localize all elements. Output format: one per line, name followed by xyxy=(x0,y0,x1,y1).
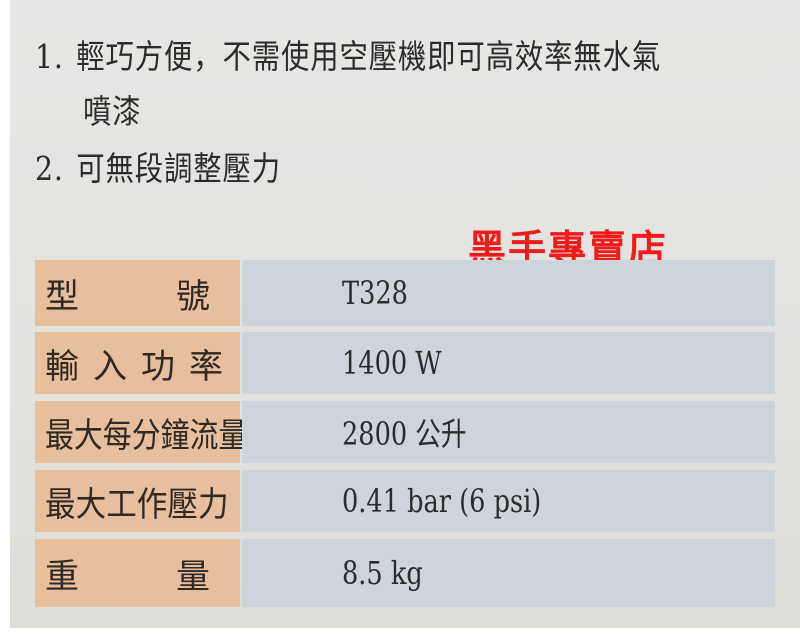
label-char: 型 xyxy=(45,276,79,317)
feature-1-continued: 噴漆 xyxy=(83,92,142,131)
label-char: 號 xyxy=(176,276,210,317)
spec-label: 最大工作壓力 xyxy=(35,470,240,532)
feature-number: 1. xyxy=(35,37,64,76)
label-char: 重 xyxy=(45,556,79,597)
value-text: 0.41 bar (6 psi) xyxy=(342,482,542,520)
spec-row-model: 型號 T328 xyxy=(35,260,775,326)
feature-1: 1. 輕巧方便，不需使用空壓機即可高效率無水氣 xyxy=(35,30,661,78)
spec-value: 1400 W xyxy=(242,332,775,394)
spec-row-flow: 最大每分鐘流量 2800 公升 xyxy=(35,401,775,463)
spec-label: 輸入功率 xyxy=(35,332,240,394)
spec-value: 8.5 kg xyxy=(242,539,775,607)
spec-value: T328 xyxy=(242,260,775,326)
spec-label: 型號 xyxy=(35,260,240,326)
spec-row-pressure: 最大工作壓力 0.41 bar (6 psi) xyxy=(35,470,775,532)
feature-number: 2. xyxy=(35,149,64,188)
spec-label: 重量 xyxy=(35,539,240,607)
spec-label: 最大每分鐘流量 xyxy=(35,401,247,463)
label-text: 最大每分鐘流量 xyxy=(45,415,248,456)
spec-row-power: 輸入功率 1400 W xyxy=(35,332,775,394)
spec-value: 0.41 bar (6 psi) xyxy=(242,470,775,532)
label-text: 最大工作壓力 xyxy=(45,484,229,525)
value-text: T328 xyxy=(342,274,408,312)
value-text: 2800 公升 xyxy=(342,415,467,453)
feature-text: 可無段調整壓力 xyxy=(76,149,281,188)
feature-2: 2. 可無段調整壓力 xyxy=(35,142,281,190)
spec-row-weight: 重量 8.5 kg xyxy=(35,539,775,607)
label-char: 量 xyxy=(176,556,210,597)
feature-text: 輕巧方便，不需使用空壓機即可高效率無水氣 xyxy=(76,37,662,76)
value-text: 8.5 kg xyxy=(342,554,423,592)
value-text: 1400 W xyxy=(342,344,442,382)
label-text: 輸入功率 xyxy=(45,346,237,387)
spec-value: 2800 公升 xyxy=(242,401,775,463)
